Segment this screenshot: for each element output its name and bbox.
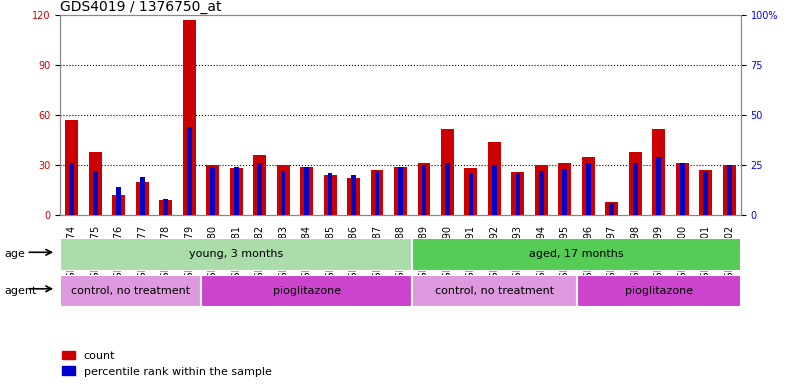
Bar [112,195,125,215]
Bar [699,170,712,215]
Bar [516,173,520,215]
Bar [211,167,215,215]
Bar [469,173,473,215]
Bar [371,170,384,215]
Bar [163,199,168,215]
Legend: count, percentile rank within the sample: count, percentile rank within the sample [62,351,272,377]
Text: pioglitazone: pioglitazone [272,286,340,296]
Bar [300,167,313,215]
Bar [93,171,98,215]
Bar [539,171,544,215]
Bar [116,187,121,215]
Bar [140,177,145,215]
FancyBboxPatch shape [413,275,577,307]
Bar [328,173,332,215]
Text: young, 3 months: young, 3 months [189,249,284,260]
Bar [465,169,477,215]
Bar [351,175,356,215]
Bar [66,120,78,215]
Bar [723,165,735,215]
Bar [610,203,614,215]
Bar [703,171,708,215]
Bar [562,169,567,215]
Bar [441,129,454,215]
Bar [276,165,290,215]
Text: GDS4019 / 1376750_at: GDS4019 / 1376750_at [60,0,222,14]
FancyBboxPatch shape [60,238,413,271]
Bar [206,165,219,215]
Text: control, no treatment: control, no treatment [435,286,554,296]
Text: age: age [4,249,25,259]
FancyBboxPatch shape [201,275,413,307]
FancyBboxPatch shape [60,275,201,307]
Bar [347,179,360,215]
Bar [417,164,430,215]
Bar [234,167,239,215]
Bar [257,163,262,215]
Bar [394,167,407,215]
Bar [445,163,450,215]
Bar [606,202,618,215]
Bar [558,164,571,215]
Bar [492,165,497,215]
Bar [586,163,590,215]
Bar [187,127,191,215]
Bar [676,164,689,215]
Bar [70,163,74,215]
Bar [421,165,426,215]
Text: control, no treatment: control, no treatment [71,286,190,296]
Bar [656,157,661,215]
Bar [281,171,285,215]
Bar [398,167,403,215]
FancyBboxPatch shape [413,238,741,271]
Bar [652,129,665,215]
Bar [582,157,595,215]
FancyBboxPatch shape [577,275,741,307]
Bar [535,165,548,215]
Bar [629,152,642,215]
Bar [89,152,102,215]
Bar [680,163,685,215]
Bar [304,167,309,215]
Bar [488,142,501,215]
Text: pioglitazone: pioglitazone [625,286,693,296]
Bar [324,175,336,215]
Bar [230,169,243,215]
Bar [375,171,380,215]
Bar [159,200,172,215]
Text: agent: agent [4,286,36,296]
Bar [727,165,731,215]
Bar [633,163,638,215]
Bar [511,172,525,215]
Bar [253,155,266,215]
Bar [183,20,195,215]
Bar [136,182,149,215]
Text: aged, 17 months: aged, 17 months [529,249,624,260]
